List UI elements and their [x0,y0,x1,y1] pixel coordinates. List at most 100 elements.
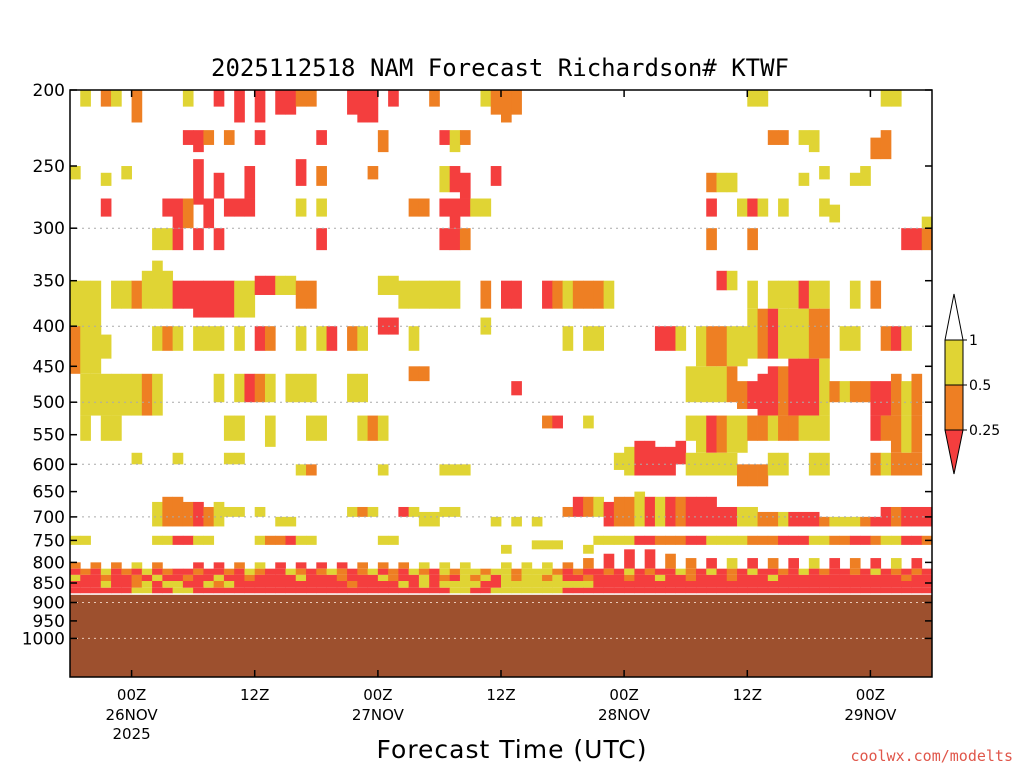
heatmap-cell [511,574,522,581]
heatmap-cell [634,535,646,545]
heatmap-cell [357,373,368,403]
heatmap-cell [418,562,430,569]
heatmap-cell [111,280,122,309]
heatmap-cell [295,574,307,581]
heatmap-cell [767,511,779,527]
heatmap-cell [839,587,851,594]
heatmap-cell [726,587,738,594]
heatmap-cell [90,280,102,343]
heatmap-cell [767,558,779,569]
heatmap-cell [295,464,307,476]
heatmap-cell [531,581,543,588]
heatmap-cell [572,568,584,575]
heatmap-cell [121,568,132,575]
heatmap-cell [306,587,317,594]
heatmap-cell [131,373,143,416]
heatmap-cell [326,568,338,575]
heatmap-cell [695,366,707,403]
heatmap-cell [234,581,245,588]
heatmap-cell [819,358,830,416]
heatmap-cell [418,587,430,594]
heatmap-cell [778,198,789,217]
heatmap-cell [377,562,389,569]
heatmap-cell [860,166,871,186]
heatmap-cell [264,535,276,545]
heatmap-cell [234,90,245,123]
heatmap-cell [829,204,841,223]
heatmap-cell [860,535,871,545]
heatmap-cell [767,280,779,309]
heatmap-cell [203,198,215,229]
heatmap-cell [80,574,91,581]
heatmap-cell [326,326,338,351]
heatmap-cell [347,326,358,351]
heatmap-cell [152,581,163,588]
heatmap-cell [654,581,666,588]
heatmap-cell [234,574,245,581]
heatmap-cell [285,516,297,527]
heatmap-cell [808,358,820,416]
heatmap-cell [757,198,769,217]
heatmap-cell [408,326,420,351]
heatmap-cell [193,535,204,545]
heatmap-cell [654,568,666,575]
heatmap-cell [121,581,132,588]
heatmap-cell [90,562,102,569]
heatmap-cell [418,574,430,581]
heatmap-cell [80,568,91,575]
heatmap-cell [470,587,481,594]
heatmap-cell [706,496,717,527]
heatmap-cell [511,381,522,396]
heatmap-cell [121,280,132,309]
heatmap-cell [377,535,389,545]
heatmap-cell [675,587,687,594]
heatmap-cell [788,535,799,545]
y-tick-label: 750 [33,531,65,551]
heatmap-cell [552,415,563,429]
heatmap-cell [685,581,697,588]
heatmap-cell [921,568,933,575]
heatmap-cell [778,581,789,588]
heatmap-cell [459,198,471,217]
heatmap-cell [767,535,779,545]
heatmap-cell [726,326,738,367]
heatmap-cell [726,535,738,545]
heatmap-cell [747,198,758,217]
heatmap-cell [695,587,707,594]
heatmap-cell [501,581,512,588]
heatmap-cell [388,275,399,295]
heatmap-cell [644,587,656,594]
heatmap-cell [849,172,861,186]
heatmap-cell [306,581,317,588]
heatmap-cell [726,452,738,476]
heatmap-cell [757,535,769,545]
heatmap-cell [152,326,163,351]
heatmap-cell [849,381,861,403]
heatmap-cell [152,373,163,416]
heatmap-cell [613,452,625,470]
heatmap-cell [459,562,471,569]
heatmap-cell [695,415,707,453]
heatmap-cell [603,280,615,309]
heatmap-cell [716,452,728,476]
heatmap-cell [665,326,676,351]
heatmap-cell [388,568,399,575]
heatmap-cell [408,568,420,575]
heatmap-cell [429,511,440,527]
heatmap-cell [295,562,307,569]
heatmap-cell [911,574,923,581]
heatmap-cell [418,280,430,309]
heatmap-cell [326,581,338,588]
heatmap-cell [583,587,594,594]
heatmap-cell [511,581,522,588]
heatmap-cell [285,90,297,115]
heatmap-cell [901,415,912,453]
heatmap-cell [316,130,327,145]
heatmap-cell [264,373,276,403]
heatmap-cell [429,568,440,575]
y-tick-label: 550 [33,426,65,446]
heatmap-cell [203,326,215,351]
heatmap-cell [552,581,563,588]
heatmap-cell [70,326,81,374]
heatmap-cell [80,535,91,545]
